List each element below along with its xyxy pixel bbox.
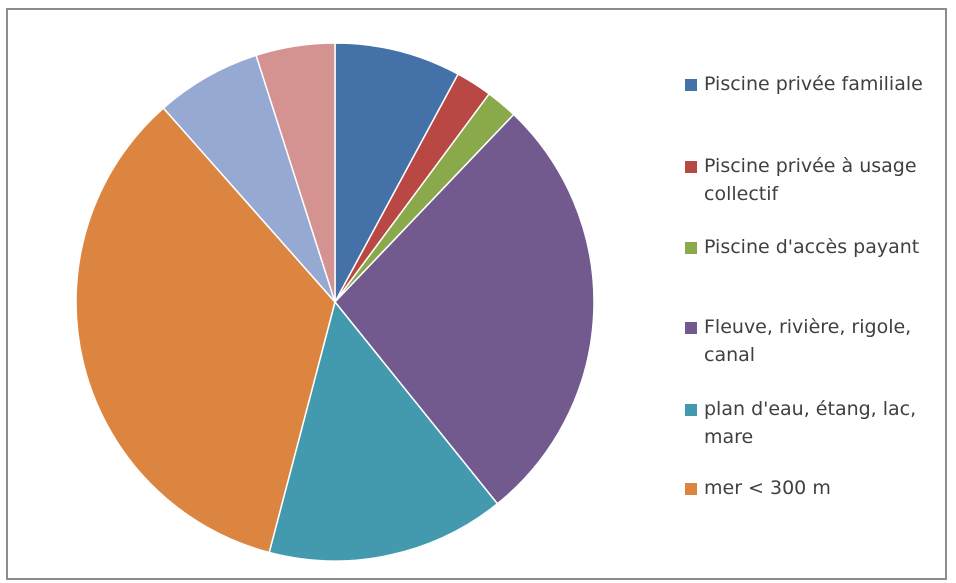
chart-frame: Piscine privée familiale Piscine privée à… (6, 8, 947, 580)
legend-label: mer < 300 m (704, 477, 831, 499)
legend-swatch (685, 404, 697, 416)
legend-label: plan d'eau, étang, lac, mare (704, 398, 917, 448)
legend-label: Piscine privée familiale (704, 73, 923, 95)
legend-swatch (685, 242, 697, 254)
legend-swatch (685, 79, 697, 91)
legend-swatch (685, 322, 697, 334)
legend-label: Piscine privée à usage collectif (704, 155, 917, 205)
pie-chart (75, 42, 595, 562)
pie-slice-0 (334, 42, 460, 303)
legend-label: Fleuve, rivière, rigole, canal (704, 316, 912, 366)
legend-swatch (685, 483, 697, 495)
pie-slice-5 (75, 106, 336, 554)
pie-slice-7 (255, 42, 336, 303)
pie-slice-3 (334, 113, 595, 505)
pie-slice-4 (268, 300, 499, 562)
legend-swatch (685, 161, 697, 173)
legend-label: Piscine d'accès payant (704, 236, 920, 258)
pie-slice-6 (162, 54, 336, 303)
